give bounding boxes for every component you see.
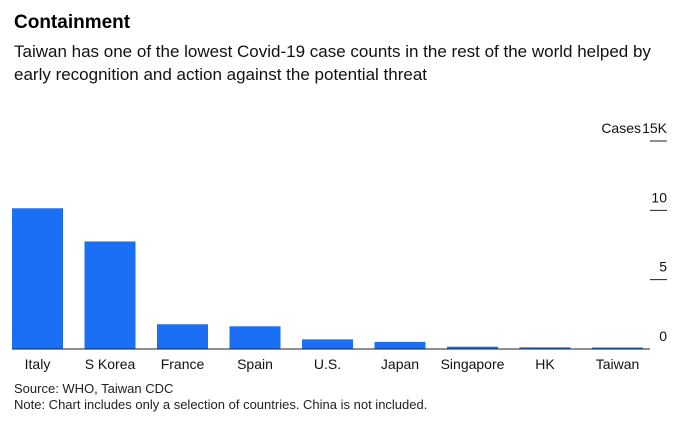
y-tick-label: 5 — [659, 259, 667, 275]
bar-hk — [519, 347, 571, 349]
y-tick-label: 0 — [659, 328, 667, 344]
chart-note: Note: Chart includes only a selection of… — [14, 397, 428, 412]
bar-taiwan — [592, 347, 643, 349]
chart-title: Containment — [14, 12, 131, 33]
x-tick-label: Spain — [237, 356, 273, 372]
x-tick-label: Taiwan — [596, 356, 640, 372]
y-tick-label: 15K — [642, 120, 668, 136]
chart-footer: Source: WHO, Taiwan CDC Note: Chart incl… — [14, 381, 427, 413]
chart-subtitle: Taiwan has one of the lowest Covid-19 ca… — [14, 42, 651, 84]
bar-singapore — [447, 346, 498, 349]
source-note: Source: WHO, Taiwan CDC — [14, 381, 174, 396]
x-tick-label: Italy — [25, 356, 51, 372]
x-tick-label: S Korea — [85, 356, 136, 372]
y-axis-title: Cases — [601, 120, 641, 136]
x-tick-label: Japan — [381, 356, 419, 372]
bar-japan — [374, 341, 426, 349]
bar-italy — [12, 208, 63, 349]
x-tick-label: France — [161, 356, 205, 372]
x-tick-label: HK — [535, 356, 555, 372]
x-tick-label: U.S. — [314, 356, 341, 372]
bar-france — [157, 324, 208, 349]
y-tick-label: 10 — [651, 189, 667, 205]
bar-u-s- — [302, 339, 353, 349]
bar-s-korea — [84, 241, 136, 349]
x-tick-label: Singapore — [441, 356, 505, 372]
bar-spain — [229, 326, 281, 349]
